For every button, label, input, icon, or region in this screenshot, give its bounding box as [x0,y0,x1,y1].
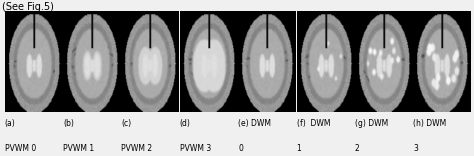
Text: (d): (d) [180,119,191,128]
Text: (a): (a) [5,119,16,128]
Text: 1: 1 [297,144,301,153]
Text: 3: 3 [413,144,418,153]
Text: 0: 0 [238,144,243,153]
Text: (e) DWM: (e) DWM [238,119,271,128]
Text: PVWM 2: PVWM 2 [121,144,153,153]
Text: (f)  DWM: (f) DWM [297,119,330,128]
Text: PVWM 0: PVWM 0 [5,144,36,153]
Text: (b): (b) [63,119,74,128]
Text: PVWM 1: PVWM 1 [63,144,94,153]
Text: (g) DWM: (g) DWM [355,119,388,128]
Text: (See Fig.5): (See Fig.5) [2,2,54,12]
Text: 2: 2 [355,144,360,153]
Text: PVWM 3: PVWM 3 [180,144,211,153]
Text: (c): (c) [121,119,132,128]
Text: (h) DWM: (h) DWM [413,119,447,128]
